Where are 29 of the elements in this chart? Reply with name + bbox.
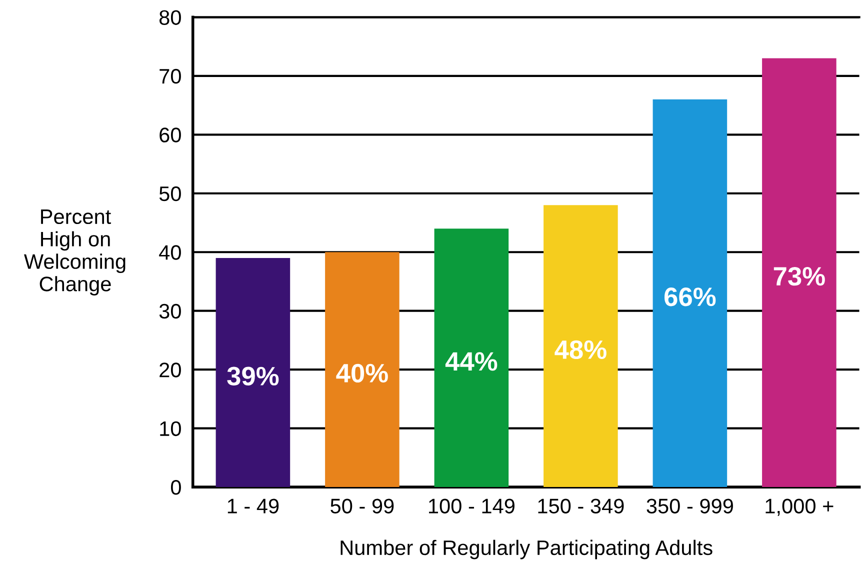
x-tick-label: 1 - 49 [228,498,279,514]
bar [325,252,400,488]
x-tick-label: 50 - 99 [330,498,394,514]
y-tick-label: 60 [160,128,181,142]
y-tick-label: 40 [159,245,181,260]
y-tick-label: 80 [159,10,181,25]
y-tick-label: 30 [159,304,181,319]
bar [544,205,618,488]
data-label: 39% [227,366,279,386]
y-tick-label: 10 [160,421,181,436]
x-tick-label: 1,000 + [766,498,834,516]
bar [216,258,290,488]
bar [434,228,509,488]
data-label: 40% [336,364,388,383]
x-tick-label: 100 - 149 [429,498,514,514]
y-tick-label: 50 [159,186,181,202]
bar [762,58,836,488]
bar [652,99,728,488]
data-label: 48% [554,340,606,360]
data-label: 66% [664,288,716,306]
y-tick-label: 70 [160,68,181,84]
y-tick-label: 0 [170,480,181,495]
data-label: 44% [445,352,498,371]
y-tick-label: 20 [160,362,181,378]
x-axis-title: Number of Regularly Participating Adults [340,540,712,560]
x-tick-label: 350 - 999 [646,498,733,514]
x-tick-label: 150 - 349 [538,498,624,514]
y-axis-title: Percent High on Welcoming Change [24,210,126,296]
data-label: 73% [774,266,825,286]
